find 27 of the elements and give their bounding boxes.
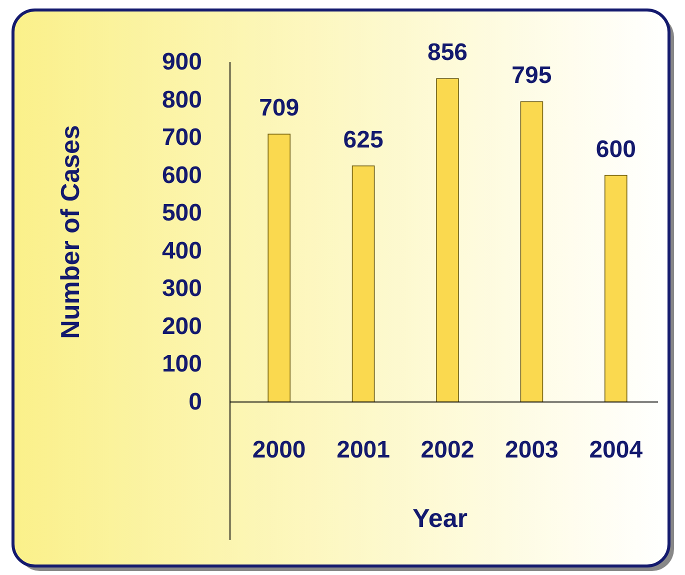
bar — [604, 174, 628, 402]
y-axis-title: Number of Cases — [55, 125, 85, 339]
y-tick-label: 600 — [162, 162, 202, 189]
x-tick-label: 2001 — [336, 436, 390, 464]
data-label: 625 — [343, 126, 384, 154]
data-label: 795 — [512, 62, 552, 90]
y-tick-label: 200 — [162, 312, 202, 340]
y-tick-label: 100 — [162, 350, 202, 378]
x-axis-title: Year — [412, 503, 468, 533]
y-tick-label: 400 — [162, 237, 202, 264]
y-tick-label: 700 — [162, 124, 202, 152]
x-tick-label: 2003 — [505, 436, 558, 464]
y-tick-label: 500 — [162, 200, 202, 227]
bar — [436, 78, 459, 402]
x-tick-label: 2004 — [589, 436, 644, 464]
data-label: 600 — [596, 136, 636, 163]
y-tick-label: 0 — [188, 388, 202, 416]
data-label: 709 — [259, 94, 300, 122]
y-tick-label: 900 — [162, 48, 202, 76]
y-tick-label: 300 — [162, 275, 202, 302]
x-tick-label: 2002 — [420, 436, 474, 464]
bar — [520, 101, 544, 402]
data-label: 856 — [427, 39, 468, 66]
bar — [352, 165, 375, 402]
x-tick-label: 2000 — [252, 436, 306, 464]
bar — [268, 134, 290, 402]
y-tick-label: 800 — [162, 86, 202, 114]
